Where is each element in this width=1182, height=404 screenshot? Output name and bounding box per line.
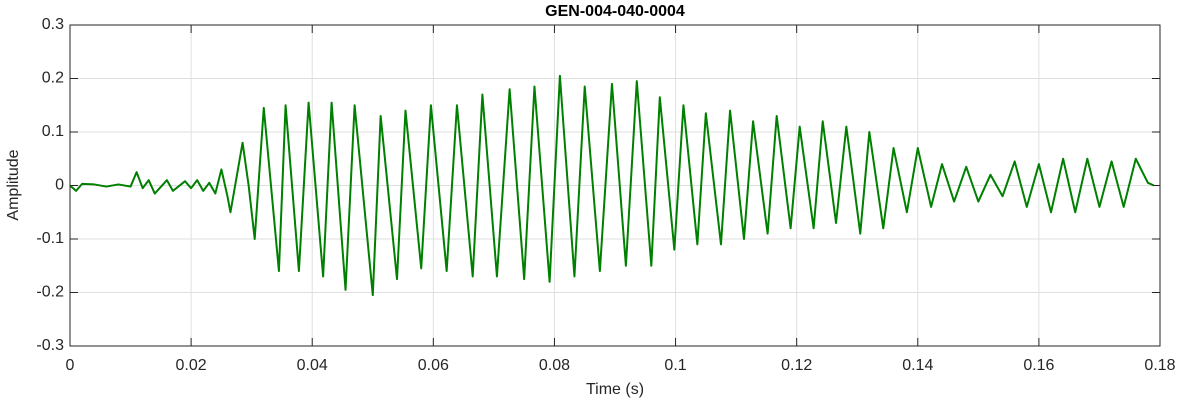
waveform — [69, 74, 1155, 297]
y-axis-label: Amplitude — [5, 149, 22, 220]
y-tick-label: 0 — [55, 177, 64, 194]
x-tick-label: 0.02 — [176, 357, 207, 374]
y-tick-label: 0.2 — [42, 70, 64, 87]
y-tick-label: -0.1 — [36, 230, 64, 247]
y-tick-label: -0.2 — [36, 284, 64, 301]
x-tick-label: 0.1 — [664, 357, 686, 374]
x-axis-label: Time (s) — [586, 381, 644, 398]
x-tick-label: 0.18 — [1144, 357, 1175, 374]
y-tick-label: 0.3 — [42, 16, 64, 33]
chart-title: GEN-004-040-0004 — [545, 3, 685, 20]
y-tick-label: -0.3 — [36, 337, 64, 354]
plot-frame — [69, 24, 1161, 347]
x-tick-label: 0.14 — [902, 357, 933, 374]
x-tick-label: 0.04 — [297, 357, 328, 374]
x-tick-label: 0 — [66, 357, 75, 374]
x-tick-label: 0.06 — [418, 357, 449, 374]
y-tick-label: 0.1 — [42, 123, 64, 140]
x-tick-label: 0.08 — [539, 357, 570, 374]
x-tick-label: 0.16 — [1023, 357, 1054, 374]
x-tick-label: 0.12 — [781, 357, 812, 374]
